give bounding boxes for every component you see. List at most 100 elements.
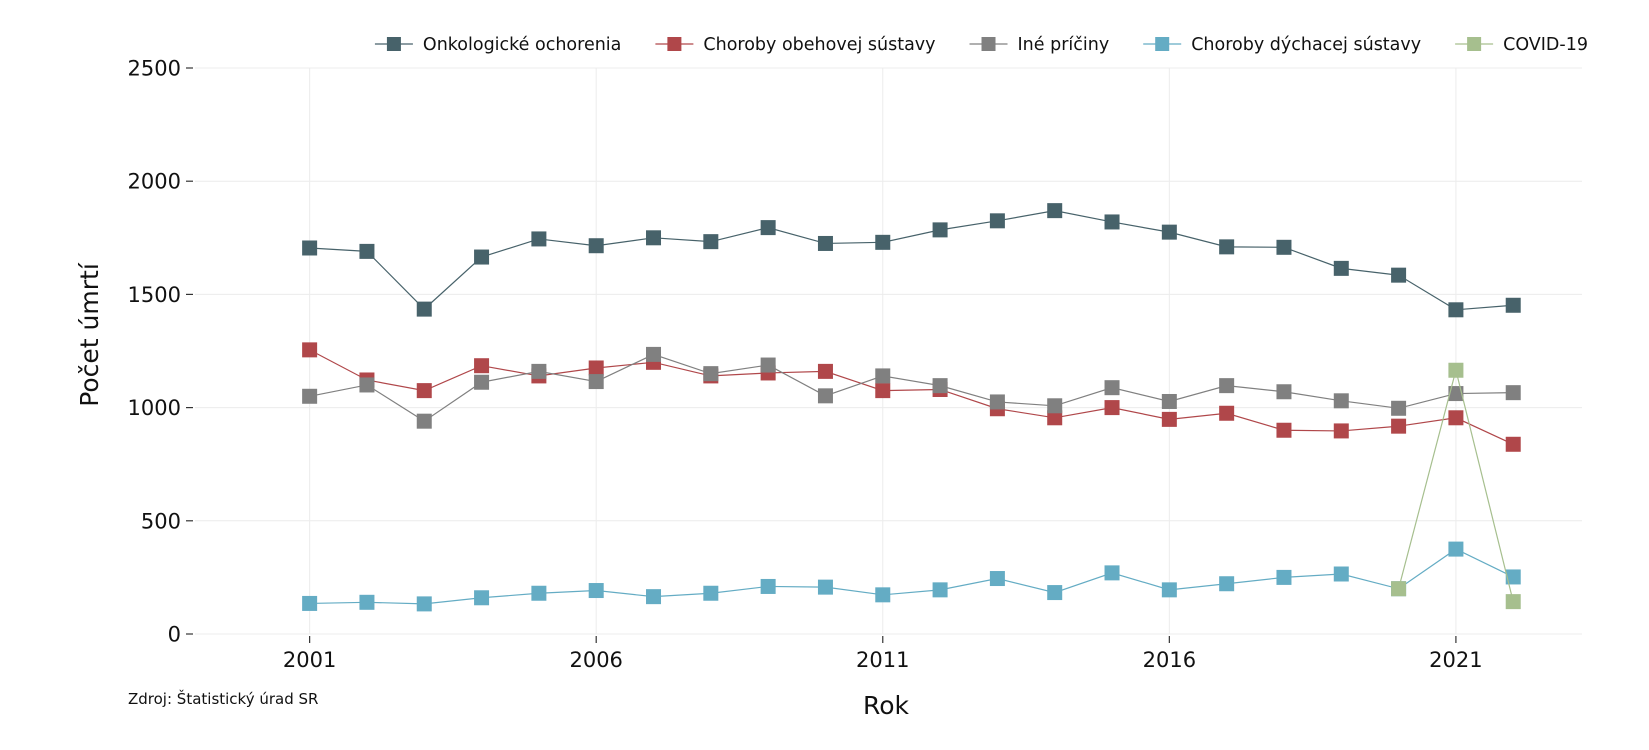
- data-point: [416, 596, 432, 612]
- data-point: [875, 587, 891, 603]
- legend-item: Onkologické ochorenia: [374, 35, 621, 55]
- grid: [195, 67, 1582, 635]
- legend-item: COVID-19: [1455, 35, 1588, 55]
- data-point: [1448, 386, 1464, 402]
- data-point: [531, 585, 547, 601]
- data-point: [302, 388, 318, 404]
- x-tick-label: 2006: [569, 648, 622, 672]
- y-tick-label: 1000: [128, 396, 181, 420]
- data-point: [1161, 393, 1177, 409]
- data-point: [1219, 378, 1235, 394]
- legend-label: Iné príčiny: [1018, 35, 1110, 55]
- data-point: [932, 222, 948, 238]
- data-point: [1047, 203, 1063, 219]
- x-axis-title: Rok: [863, 691, 910, 720]
- data-point: [302, 595, 318, 611]
- data-point: [1505, 297, 1521, 313]
- data-point: [474, 590, 490, 606]
- legend-marker: [386, 37, 401, 51]
- data-point: [588, 374, 604, 390]
- data-point: [1276, 422, 1292, 438]
- data-point: [1391, 581, 1407, 597]
- data-point: [302, 342, 318, 358]
- data-point: [1161, 411, 1177, 427]
- data-point: [588, 583, 604, 599]
- series-line: [309, 349, 1514, 445]
- data-point: [1448, 541, 1464, 557]
- data-point: [416, 301, 432, 317]
- x-tick-label: 2016: [1143, 648, 1196, 672]
- data-point: [646, 589, 662, 605]
- data-point: [1219, 239, 1235, 255]
- data-point: [1391, 418, 1407, 434]
- data-point: [817, 388, 833, 404]
- y-tick-label: 2500: [128, 57, 181, 81]
- data-point: [703, 585, 719, 601]
- data-point: [416, 383, 432, 399]
- data-point: [1104, 380, 1120, 396]
- data-point: [1047, 398, 1063, 414]
- data-point: [760, 357, 776, 373]
- legend-label: COVID-19: [1503, 35, 1588, 55]
- data-point: [1276, 384, 1292, 400]
- source-note: Zdroj: Štatistický úrad SR: [128, 689, 318, 708]
- x-tick-label: 2021: [1429, 648, 1482, 672]
- series-4: [1391, 362, 1521, 610]
- legend: Onkologické ochorenia Choroby obehovej sú…: [374, 35, 1588, 55]
- y-tick-label: 1500: [128, 283, 181, 307]
- data-point: [1219, 576, 1235, 592]
- x-tick-label: 2001: [283, 648, 336, 672]
- legend-label: Onkologické ochorenia: [423, 35, 621, 55]
- data-point: [760, 578, 776, 594]
- data-point: [932, 582, 948, 598]
- data-point: [760, 220, 776, 236]
- legend-item: Iné príčiny: [969, 35, 1110, 55]
- legend-marker: [981, 37, 996, 51]
- legend-item: Choroby dýchacej sústavy: [1143, 35, 1421, 55]
- data-point: [932, 378, 948, 394]
- y-axis-title: Počet úmrtí: [75, 262, 104, 407]
- data-point: [1391, 267, 1407, 283]
- data-point: [1276, 239, 1292, 255]
- data-point: [703, 366, 719, 382]
- data-point: [875, 234, 891, 250]
- data-point: [588, 238, 604, 254]
- data-point: [1333, 393, 1349, 409]
- data-point: [989, 571, 1005, 587]
- data-point: [817, 235, 833, 251]
- data-point: [1333, 423, 1349, 439]
- data-point: [817, 363, 833, 379]
- data-point: [359, 594, 375, 610]
- data-point: [1219, 405, 1235, 421]
- data-point: [875, 383, 891, 399]
- data-point: [1333, 566, 1349, 582]
- data-point: [1505, 594, 1521, 610]
- data-point: [817, 579, 833, 595]
- data-point: [1391, 400, 1407, 416]
- data-point: [1047, 585, 1063, 601]
- series-2: [302, 346, 1521, 429]
- data-point: [474, 358, 490, 374]
- data-point: [359, 243, 375, 259]
- data-point: [531, 363, 547, 379]
- data-point: [1505, 436, 1521, 452]
- legend-label: Choroby dýchacej sústavy: [1191, 35, 1421, 55]
- data-point: [646, 346, 662, 362]
- data-point: [531, 231, 547, 247]
- data-point: [1448, 302, 1464, 318]
- data-point: [1104, 565, 1120, 581]
- data-point: [1276, 569, 1292, 585]
- data-point: [1047, 410, 1063, 426]
- series-line: [309, 548, 1514, 605]
- legend-item: Choroby obehovej sústavy: [655, 35, 936, 55]
- series-0: [302, 203, 1521, 318]
- y-tick-label: 2000: [128, 170, 181, 194]
- data-point: [1161, 224, 1177, 240]
- x-tick-label: 2011: [856, 648, 909, 672]
- data-point: [1161, 582, 1177, 598]
- data-point: [875, 368, 891, 384]
- data-point: [989, 213, 1005, 229]
- axes: 0 500 1000 1500 2000 2500 2001 2006 2011 2016 2021: [128, 57, 1483, 673]
- data-point: [1505, 385, 1521, 401]
